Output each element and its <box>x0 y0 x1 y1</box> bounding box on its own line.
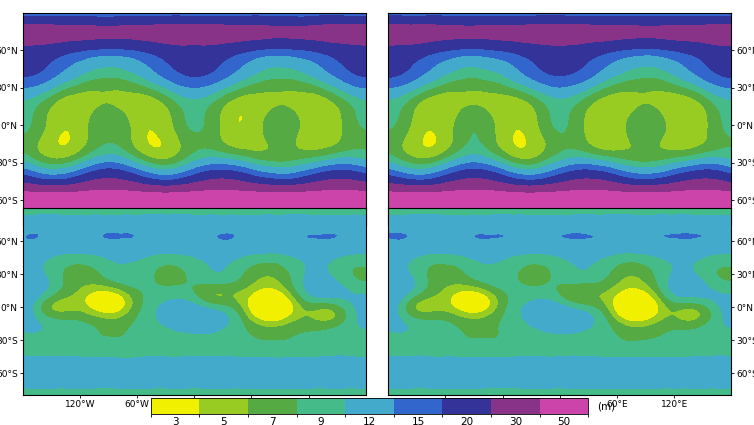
Text: (m): (m) <box>597 401 615 411</box>
